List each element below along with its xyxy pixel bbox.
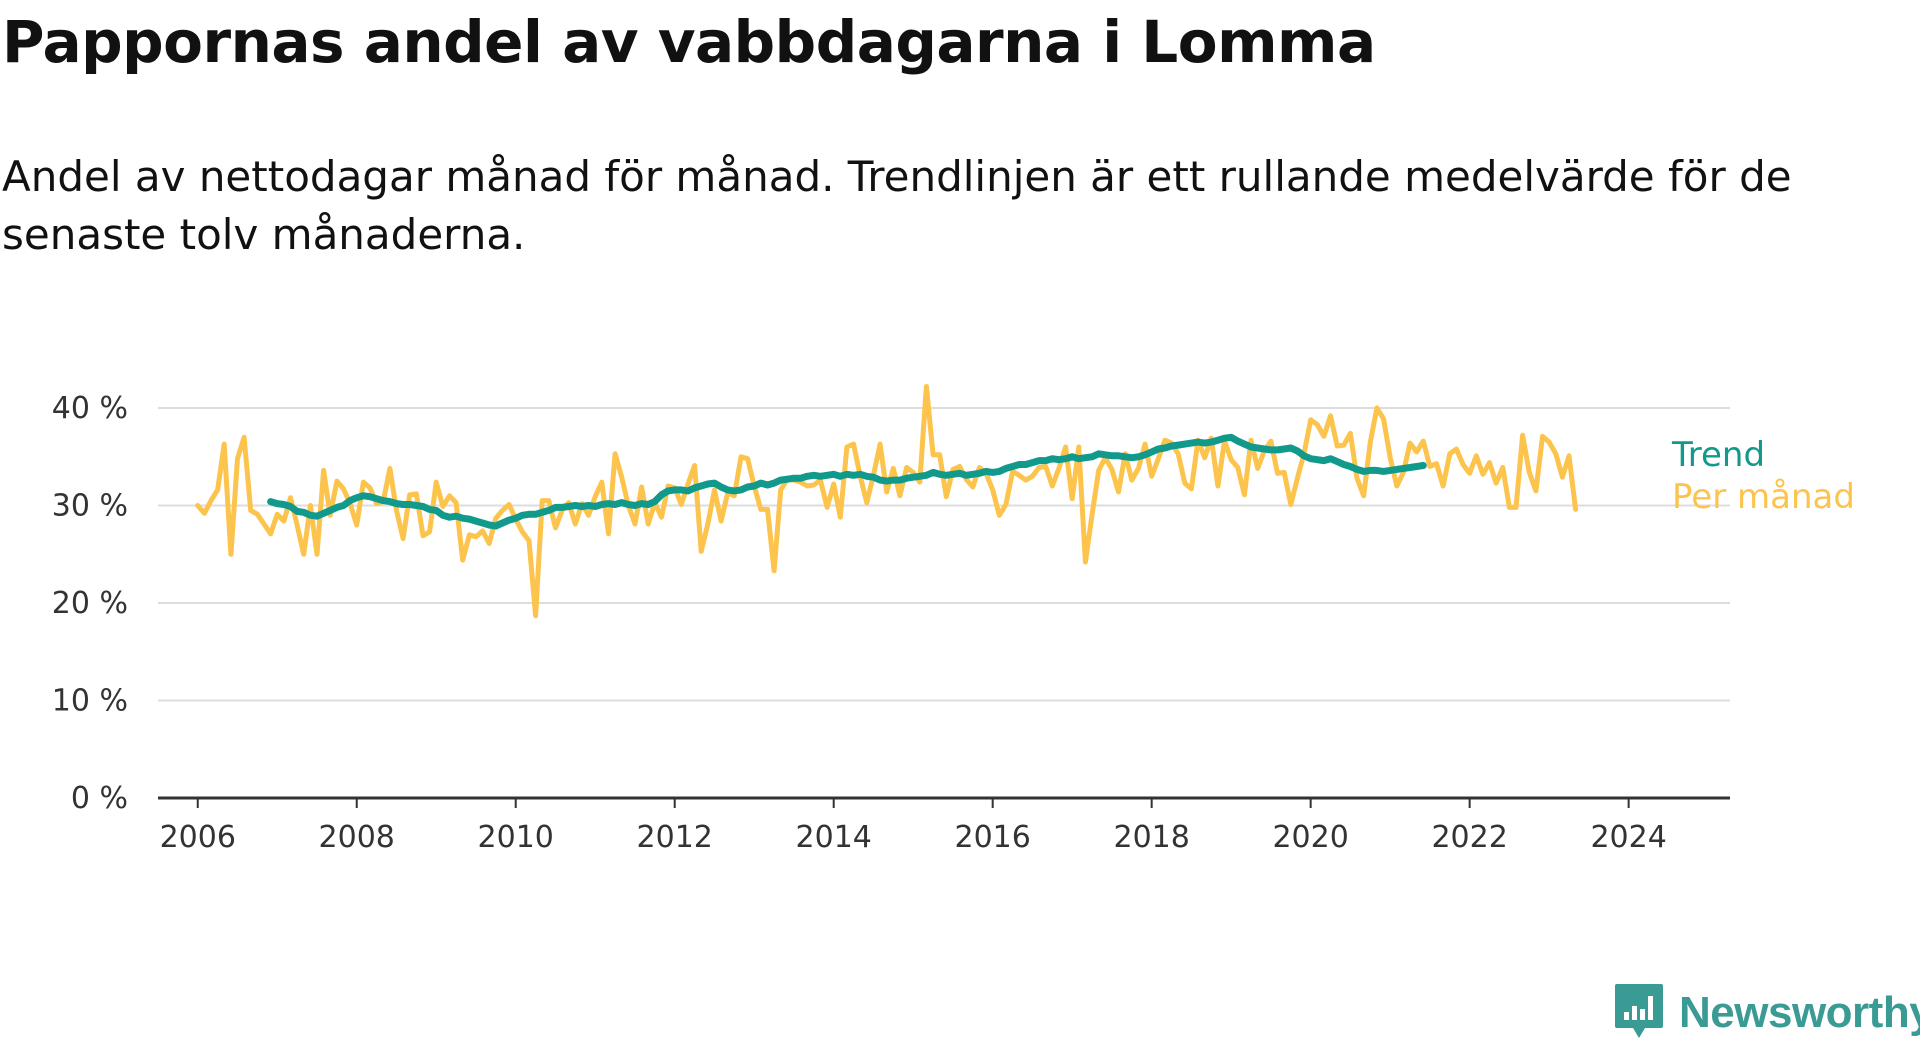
x-tick-label: 2010 (478, 820, 554, 855)
series-label-trend: Trend (1671, 435, 1765, 475)
x-tick-label: 2014 (796, 820, 872, 855)
brand-logo: Newsworthy (1613, 982, 1920, 1044)
x-tick-label: 2020 (1272, 820, 1348, 855)
x-tick-label: 2006 (160, 820, 236, 855)
y-tick-label: 0 % (71, 781, 128, 816)
axes: 0 % 10 % 20 % 30 % 40 % 2006 2008 2010 2012 2014 2… (52, 391, 1730, 855)
chart-subtitle: Andel av nettodagar månad för månad. Tre… (2, 152, 1792, 259)
brand-name: Newsworthy (1679, 988, 1920, 1037)
x-tick-label: 2016 (955, 820, 1031, 855)
chart-title: Pappornas andel av vabbdagarna i Lomma (2, 8, 1376, 76)
y-tick-label: 30 % (52, 489, 128, 524)
newsworthy-logo-icon (1615, 984, 1663, 1038)
y-tick-label: 40 % (52, 391, 128, 426)
x-tick-label: 2008 (319, 820, 395, 855)
x-tick-label: 2024 (1590, 820, 1666, 855)
x-tick-label: 2012 (637, 820, 713, 855)
x-tick-label: 2022 (1431, 820, 1507, 855)
trend-series-line (267, 433, 1427, 530)
y-tick-label: 20 % (52, 586, 128, 621)
x-tick-label: 2018 (1113, 820, 1189, 855)
monthly-series-line (195, 384, 1579, 619)
y-tick-label: 10 % (52, 684, 128, 719)
series-label-monthly: Per månad (1672, 477, 1855, 517)
series-lines (195, 384, 1579, 619)
gridlines (158, 407, 1730, 702)
